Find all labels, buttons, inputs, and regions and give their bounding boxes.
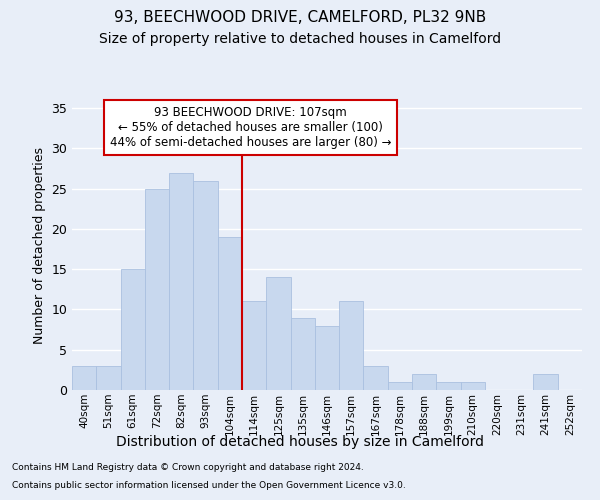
Text: Contains public sector information licensed under the Open Government Licence v3: Contains public sector information licen… — [12, 481, 406, 490]
Y-axis label: Number of detached properties: Number of detached properties — [33, 146, 46, 344]
Bar — [121, 269, 145, 390]
Text: Size of property relative to detached houses in Camelford: Size of property relative to detached ho… — [99, 32, 501, 46]
Bar — [72, 366, 96, 390]
Bar — [461, 382, 485, 390]
Bar — [290, 318, 315, 390]
Bar — [242, 302, 266, 390]
Bar — [96, 366, 121, 390]
Bar — [339, 302, 364, 390]
Text: Distribution of detached houses by size in Camelford: Distribution of detached houses by size … — [116, 435, 484, 449]
Bar — [266, 277, 290, 390]
Bar — [145, 188, 169, 390]
Bar — [218, 237, 242, 390]
Bar — [364, 366, 388, 390]
Bar — [193, 180, 218, 390]
Bar — [436, 382, 461, 390]
Text: Contains HM Land Registry data © Crown copyright and database right 2024.: Contains HM Land Registry data © Crown c… — [12, 464, 364, 472]
Text: 93, BEECHWOOD DRIVE, CAMELFORD, PL32 9NB: 93, BEECHWOOD DRIVE, CAMELFORD, PL32 9NB — [114, 10, 486, 25]
Bar — [533, 374, 558, 390]
Text: 93 BEECHWOOD DRIVE: 107sqm
← 55% of detached houses are smaller (100)
44% of sem: 93 BEECHWOOD DRIVE: 107sqm ← 55% of deta… — [110, 106, 391, 149]
Bar — [315, 326, 339, 390]
Bar — [388, 382, 412, 390]
Bar — [412, 374, 436, 390]
Bar — [169, 172, 193, 390]
